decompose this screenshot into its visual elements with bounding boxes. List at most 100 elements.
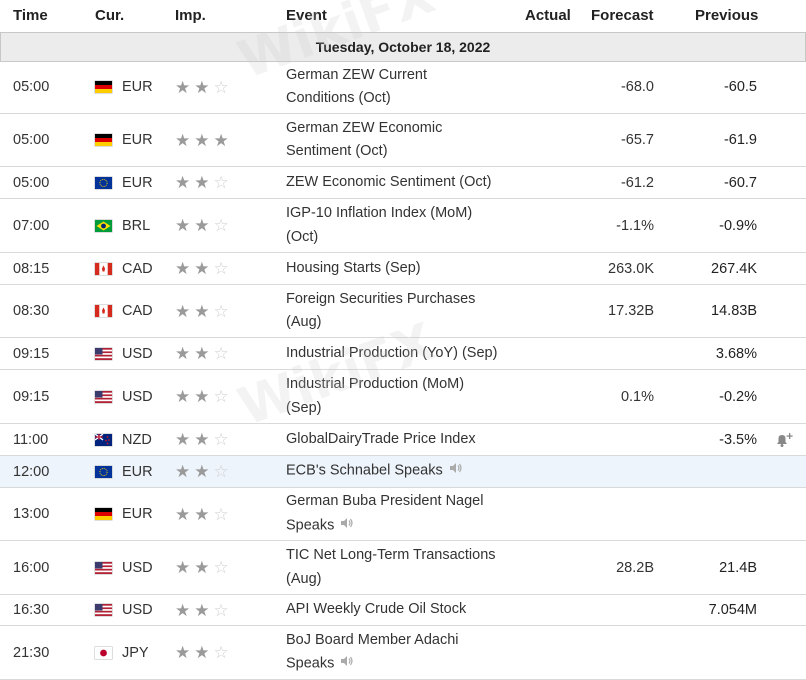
event-row[interactable]: 16:00 USD ★ ★ ☆ TIC Net Long-Term Transaction… (0, 541, 806, 595)
header-previous[interactable]: Previous (695, 7, 759, 24)
add-alert-bell-icon[interactable] (774, 424, 794, 455)
event-name[interactable]: TIC Net Long-Term Transactions (Aug) (286, 547, 496, 587)
currency-code: JPY (122, 644, 149, 661)
event-row[interactable]: 08:15 CAD ★ ★ ☆ Housing Starts (Sep) 263.0K 267… (0, 253, 806, 285)
header-forecast[interactable]: Forecast (591, 7, 654, 24)
currency-code: EUR (122, 79, 153, 95)
actual-value (520, 61, 570, 113)
currency-code: CAD (122, 303, 153, 319)
actual-value (520, 114, 570, 166)
event-name[interactable]: BoJ Board Member Adachi Speaks (286, 626, 516, 679)
nz-flag-icon (95, 424, 112, 455)
event-name[interactable]: German ZEW Economic Sentiment (Oct) (286, 119, 443, 160)
importance-stars: ★ ★ ☆ (175, 199, 233, 252)
actual-value (520, 199, 570, 252)
event-row[interactable]: 16:30 USD ★ ★ ☆ API Weekly Crude Oil Stock 7.0… (0, 595, 806, 626)
event-row[interactable]: 05:00 EUR ★ ★ ★ German ZEW Economic Sentiment … (0, 114, 806, 167)
star-icon: ★ (194, 173, 210, 192)
star-icon: ☆ (213, 77, 229, 97)
currency-code: NZD (122, 431, 152, 448)
event-name[interactable]: API Weekly Crude Oil Stock (286, 601, 467, 618)
event-name[interactable]: IGP-10 Inflation Index (MoM) (Oct) (286, 205, 473, 245)
header-time[interactable]: Time (13, 7, 48, 24)
importance-stars: ★ ★ ★ (175, 114, 233, 166)
star-icon: ★ (194, 558, 210, 577)
event-row[interactable]: 08:30 CAD ★ ★ ☆ Foreign Securities Purchases(… (0, 285, 806, 338)
star-icon: ★ (213, 130, 229, 150)
actual-value (520, 285, 570, 337)
header-importance[interactable]: Imp. (175, 7, 206, 24)
currency-code: EUR (122, 463, 153, 480)
forecast-value (575, 626, 654, 679)
header-actual[interactable]: Actual (525, 7, 571, 24)
forecast-value (575, 424, 654, 455)
ca-flag-icon (95, 285, 112, 337)
event-name[interactable]: Industrial Production (MoM) (Sep) (286, 376, 465, 416)
eu-flag-icon (95, 167, 112, 198)
actual-value (520, 488, 570, 540)
jp-flag-icon (95, 626, 112, 679)
star-icon: ☆ (213, 558, 229, 577)
event-name[interactable]: ECB's Schnabel Speaks (286, 456, 516, 487)
star-icon: ★ (194, 130, 210, 150)
event-row[interactable]: 11:00 NZD ★ ★ ☆ GlobalDairyTrade Price Index -… (0, 424, 806, 456)
header-event[interactable]: Event (286, 7, 327, 24)
event-time: 16:00 (13, 559, 50, 576)
event-time: 05:00 (13, 79, 50, 95)
previous-value: -0.2% (719, 388, 757, 405)
event-name[interactable]: Foreign Securities Purchases (Aug) (286, 290, 476, 331)
star-icon: ☆ (213, 216, 229, 235)
forecast-value: 17.32B (608, 303, 654, 319)
event-row[interactable]: 12:00 EUR ★ ★ ☆ ECB's Schnabel Speaks (0, 456, 806, 488)
previous-value: -60.7 (723, 174, 757, 191)
currency-code: USD (122, 602, 153, 618)
previous-value: 7.054M (708, 602, 757, 618)
forecast-value (575, 488, 654, 540)
currency-code: USD (122, 345, 153, 362)
currency-code: USD (122, 388, 153, 405)
event-row[interactable]: 07:00 BRL ★ ★ ☆ IGP-10 Inflation Index (MoM)(… (0, 199, 806, 253)
previous-value: 3.68% (715, 345, 757, 362)
event-name[interactable]: German Buba President Nagel Speaks (286, 488, 516, 540)
event-row[interactable]: 21:30 JPY ★ ★ ☆ BoJ Board Member Adachi Speaks (0, 626, 806, 680)
event-time: 05:00 (13, 174, 50, 191)
actual-value (520, 424, 570, 455)
event-name[interactable]: Housing Starts (Sep) (286, 259, 421, 276)
star-icon: ★ (175, 462, 191, 481)
star-icon: ☆ (213, 643, 229, 662)
header-currency[interactable]: Cur. (95, 7, 125, 24)
importance-stars: ★ ★ ☆ (175, 626, 233, 679)
event-row[interactable]: 05:00 EUR ★ ★ ☆ ZEW Economic Sentiment (Oct) -… (0, 167, 806, 199)
event-name[interactable]: GlobalDairyTrade Price Index (286, 430, 476, 447)
actual-value (520, 167, 570, 198)
star-icon: ★ (194, 643, 210, 662)
event-time: 11:00 (13, 431, 49, 448)
star-icon: ☆ (213, 600, 229, 620)
de-flag-icon (95, 61, 112, 113)
event-row[interactable]: 05:00 EUR ★ ★ ☆ German ZEW Current Conditions … (0, 61, 806, 114)
event-time: 16:30 (13, 602, 50, 618)
event-time: 05:00 (13, 132, 50, 148)
event-row[interactable]: 09:15 USD ★ ★ ☆ Industrial Production (MoM) (S… (0, 370, 806, 424)
event-name[interactable]: Industrial Production (YoY) (Sep) (286, 344, 498, 361)
star-icon: ★ (175, 558, 191, 577)
star-icon: ★ (175, 173, 191, 192)
forecast-value: 0.1% (620, 388, 654, 405)
importance-stars: ★ ★ ☆ (175, 595, 233, 625)
event-name[interactable]: ZEW Economic Sentiment (Oct) (286, 173, 492, 190)
actual-value (520, 456, 570, 487)
star-icon: ★ (194, 430, 210, 449)
forecast-value (575, 456, 654, 487)
br-flag-icon (95, 199, 112, 252)
star-icon: ★ (175, 643, 191, 662)
importance-stars: ★ ★ ☆ (175, 338, 233, 369)
forecast-value (575, 595, 654, 625)
event-name[interactable]: German ZEW Current Conditions (Oct) (286, 66, 427, 107)
star-icon: ☆ (213, 301, 229, 321)
speaker-icon (449, 459, 463, 483)
event-row[interactable]: 09:15 USD ★ ★ ☆ Industrial Production (YoY) (… (0, 338, 806, 370)
star-icon: ★ (175, 301, 191, 321)
event-row[interactable]: 13:00 EUR ★ ★ ☆ German Buba President Nagel Sp… (0, 488, 806, 541)
importance-stars: ★ ★ ☆ (175, 541, 233, 594)
forecast-value: -68.0 (620, 79, 654, 95)
